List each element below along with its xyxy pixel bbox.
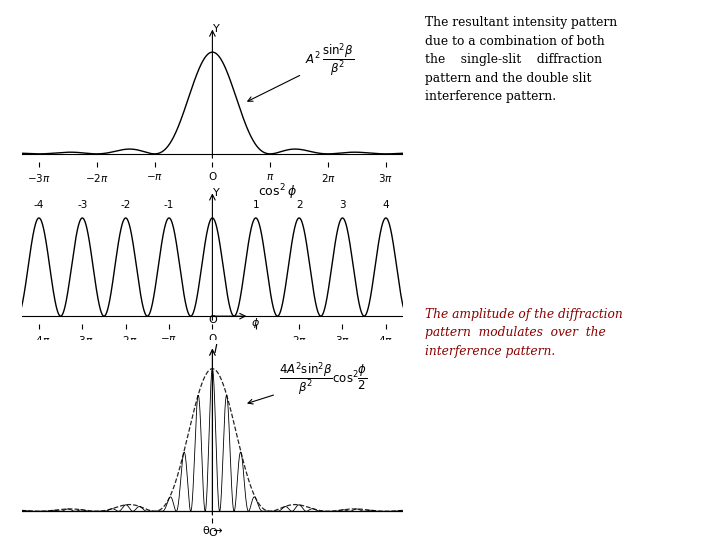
Text: 3: 3 — [339, 200, 346, 210]
Text: 4: 4 — [382, 200, 390, 210]
Text: O: O — [208, 315, 217, 325]
Text: 1: 1 — [253, 200, 259, 210]
Text: -3: -3 — [77, 200, 88, 210]
Text: The amplitude of the diffraction
pattern  modulates  over  the
interference patt: The amplitude of the diffraction pattern… — [425, 308, 623, 358]
Text: 2: 2 — [296, 200, 302, 210]
Text: (a)   β →: (a) β → — [151, 185, 197, 195]
Text: Y: Y — [213, 24, 220, 34]
Text: $\dfrac{4A^2\sin^2\!\beta}{\beta^2}\cos^2\!\dfrac{\phi}{2}$: $\dfrac{4A^2\sin^2\!\beta}{\beta^2}\cos^… — [248, 361, 368, 404]
Text: -4: -4 — [34, 200, 44, 210]
Text: I: I — [214, 343, 217, 356]
Text: ϕ →: ϕ → — [204, 347, 225, 357]
Text: θ →: θ → — [202, 526, 222, 536]
Text: $\cos^2\phi$: $\cos^2\phi$ — [258, 183, 297, 202]
Text: $\phi$: $\phi$ — [251, 316, 261, 330]
Text: $A^2\,\dfrac{\sin^2\!\beta}{\beta^2}$: $A^2\,\dfrac{\sin^2\!\beta}{\beta^2}$ — [248, 42, 354, 101]
Text: -2: -2 — [120, 200, 131, 210]
Text: The resultant intensity pattern
due to a combination of both
the    single-slit : The resultant intensity pattern due to a… — [425, 16, 617, 103]
Text: Y: Y — [213, 188, 220, 198]
Text: -1: -1 — [164, 200, 174, 210]
